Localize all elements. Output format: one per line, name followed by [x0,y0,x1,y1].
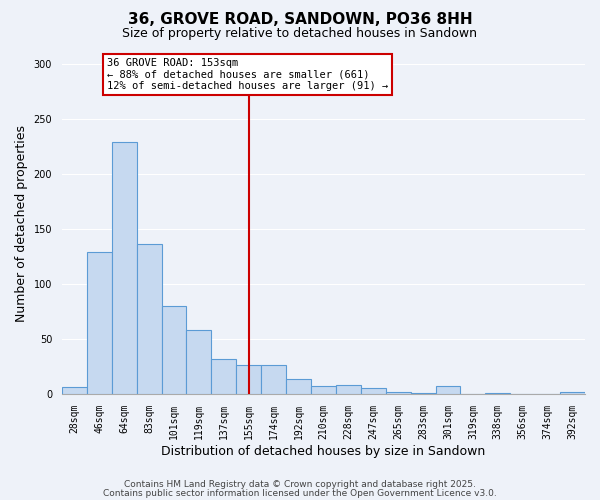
Bar [211,358,236,394]
Bar [560,392,585,394]
Text: Size of property relative to detached houses in Sandown: Size of property relative to detached ho… [122,28,478,40]
Bar [485,393,510,394]
X-axis label: Distribution of detached houses by size in Sandown: Distribution of detached houses by size … [161,444,485,458]
Bar [161,306,187,394]
Bar [361,388,386,394]
Text: 36, GROVE ROAD, SANDOWN, PO36 8HH: 36, GROVE ROAD, SANDOWN, PO36 8HH [128,12,472,28]
Y-axis label: Number of detached properties: Number of detached properties [15,124,28,322]
Bar [286,378,311,394]
Text: Contains HM Land Registry data © Crown copyright and database right 2025.: Contains HM Land Registry data © Crown c… [124,480,476,489]
Bar [386,392,410,394]
Bar [336,385,361,394]
Bar [137,244,161,394]
Text: 36 GROVE ROAD: 153sqm
← 88% of detached houses are smaller (661)
12% of semi-det: 36 GROVE ROAD: 153sqm ← 88% of detached … [107,58,388,91]
Bar [261,366,286,394]
Bar [311,386,336,394]
Bar [87,252,112,394]
Bar [62,388,87,394]
Text: Contains public sector information licensed under the Open Government Licence v3: Contains public sector information licen… [103,488,497,498]
Bar [436,386,460,394]
Bar [112,142,137,394]
Bar [410,393,436,394]
Bar [187,330,211,394]
Bar [236,366,261,394]
